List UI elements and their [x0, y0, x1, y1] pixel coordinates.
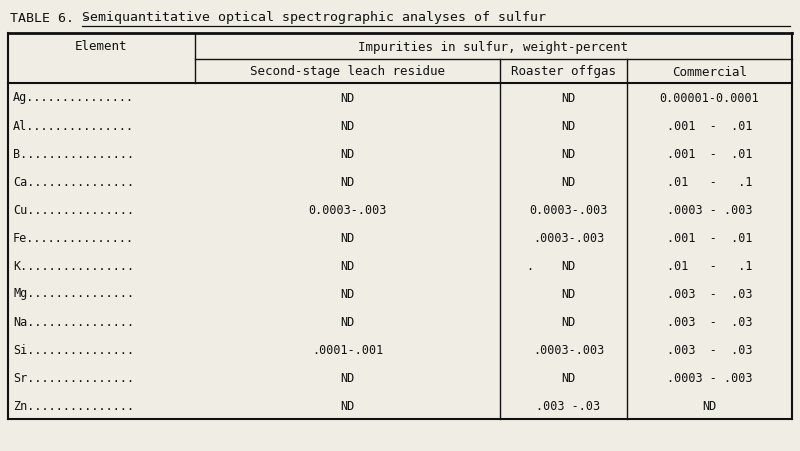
Text: ND: ND — [340, 119, 354, 132]
Text: 0.0003-.003: 0.0003-.003 — [530, 203, 608, 216]
Text: Semiquantitative optical spectrographic analyses of sulfur: Semiquantitative optical spectrographic … — [82, 11, 546, 24]
Text: ND: ND — [562, 315, 576, 328]
Text: .01   -   .1: .01 - .1 — [666, 175, 752, 188]
Text: .0003 - .003: .0003 - .003 — [666, 203, 752, 216]
Text: Si...............: Si............... — [13, 343, 134, 356]
Text: ND: ND — [340, 231, 354, 244]
Text: ND: ND — [562, 287, 576, 300]
Text: .0003-.003: .0003-.003 — [533, 231, 604, 244]
Text: Al...............: Al............... — [13, 119, 134, 132]
Text: ND: ND — [562, 259, 576, 272]
Text: 0.0003-.003: 0.0003-.003 — [308, 203, 386, 216]
Text: .003  -  .03: .003 - .03 — [666, 287, 752, 300]
Text: ND: ND — [340, 287, 354, 300]
Text: ND: ND — [340, 175, 354, 188]
Text: ND: ND — [562, 175, 576, 188]
Text: B................: B................ — [13, 147, 134, 160]
Text: Zn...............: Zn............... — [13, 399, 134, 412]
Text: ND: ND — [340, 91, 354, 104]
Text: .001  -  .01: .001 - .01 — [666, 231, 752, 244]
Text: ND: ND — [340, 315, 354, 328]
Text: Fe...............: Fe............... — [13, 231, 134, 244]
Text: Ag...............: Ag............... — [13, 91, 134, 104]
Text: ND: ND — [340, 399, 354, 412]
Text: .01   -   .1: .01 - .1 — [666, 259, 752, 272]
Text: .0003 - .003: .0003 - .003 — [666, 371, 752, 384]
Text: .003  -  .03: .003 - .03 — [666, 343, 752, 356]
Text: Second-stage leach residue: Second-stage leach residue — [250, 65, 445, 78]
Text: Ca...............: Ca............... — [13, 175, 134, 188]
Text: ND: ND — [340, 259, 354, 272]
Text: 0.00001-0.0001: 0.00001-0.0001 — [660, 91, 759, 104]
Text: ND: ND — [340, 147, 354, 160]
Text: Roaster offgas: Roaster offgas — [511, 65, 616, 78]
Text: TABLE 6. -: TABLE 6. - — [10, 11, 98, 24]
Text: .001  -  .01: .001 - .01 — [666, 119, 752, 132]
Text: Cu...............: Cu............... — [13, 203, 134, 216]
Text: Element: Element — [75, 41, 128, 53]
Text: K................: K................ — [13, 259, 134, 272]
Text: ND: ND — [562, 91, 576, 104]
Text: .0003-.003: .0003-.003 — [533, 343, 604, 356]
Text: .001  -  .01: .001 - .01 — [666, 147, 752, 160]
Text: Impurities in sulfur, weight-percent: Impurities in sulfur, weight-percent — [358, 41, 629, 53]
Text: .003  -  .03: .003 - .03 — [666, 315, 752, 328]
Text: Sr...............: Sr............... — [13, 371, 134, 384]
Text: ND: ND — [340, 371, 354, 384]
Text: .: . — [526, 259, 534, 272]
Text: ND: ND — [562, 147, 576, 160]
Text: Na...............: Na............... — [13, 315, 134, 328]
Text: Mg...............: Mg............... — [13, 287, 134, 300]
Text: ND: ND — [562, 119, 576, 132]
Text: ND: ND — [702, 399, 717, 412]
Text: .003 -.03: .003 -.03 — [537, 399, 601, 412]
Text: Commercial: Commercial — [672, 65, 747, 78]
Text: .0001-.001: .0001-.001 — [312, 343, 383, 356]
Text: ND: ND — [562, 371, 576, 384]
